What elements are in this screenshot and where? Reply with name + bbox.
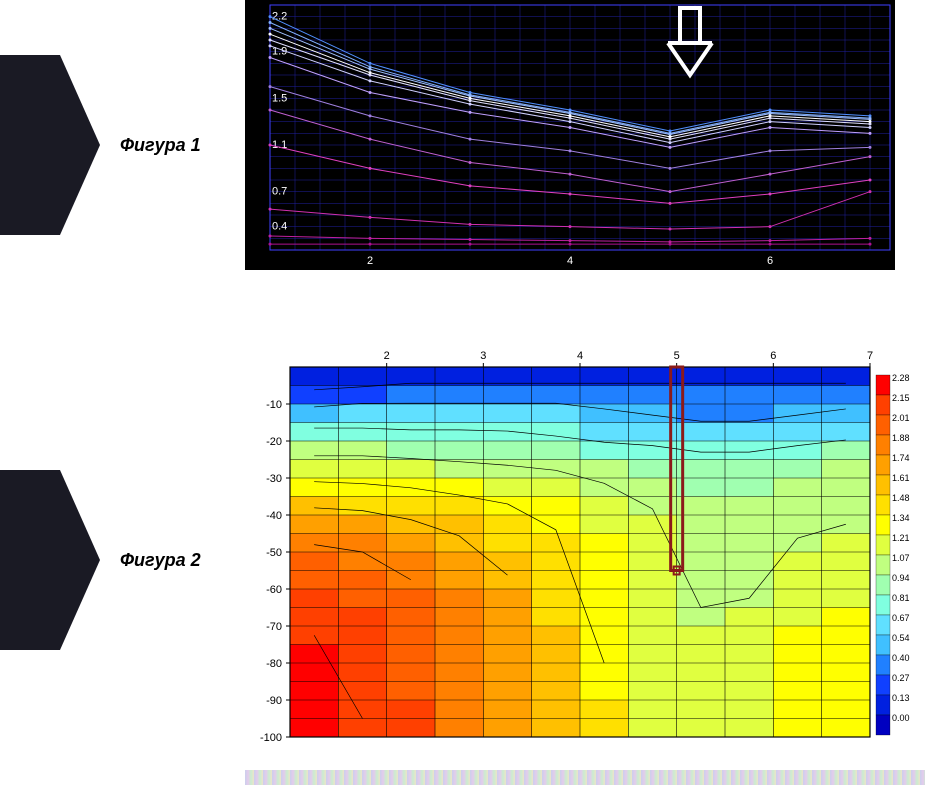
figure1-caption: Фигура 1 xyxy=(120,135,201,156)
svg-text:-90: -90 xyxy=(266,695,282,707)
svg-text:1.07: 1.07 xyxy=(892,553,910,563)
svg-text:1.88: 1.88 xyxy=(892,433,910,443)
svg-text:-30: -30 xyxy=(266,473,282,485)
svg-text:-50: -50 xyxy=(266,547,282,559)
svg-text:2: 2 xyxy=(384,350,390,362)
figure1-chart: 2.21.91.51.10.70.4246 xyxy=(245,0,895,270)
chevron-shape xyxy=(0,470,100,650)
svg-text:0.00: 0.00 xyxy=(892,713,910,723)
svg-text:0.40: 0.40 xyxy=(892,653,910,663)
svg-text:-70: -70 xyxy=(266,621,282,633)
svg-text:7: 7 xyxy=(867,350,873,362)
svg-text:0.4: 0.4 xyxy=(272,221,287,233)
svg-text:1.48: 1.48 xyxy=(892,493,910,503)
svg-text:-100: -100 xyxy=(260,732,282,744)
svg-text:1.5: 1.5 xyxy=(272,92,287,104)
svg-text:5: 5 xyxy=(674,350,680,362)
svg-text:6: 6 xyxy=(770,350,776,362)
svg-text:3: 3 xyxy=(480,350,486,362)
svg-text:1.74: 1.74 xyxy=(892,453,910,463)
svg-text:-80: -80 xyxy=(266,658,282,670)
svg-text:4: 4 xyxy=(567,255,573,267)
figure2-chart: 2 3 4 5 6 7 -10 -20 -30 -40 -50 -60 -70 -80 -90 -100 2.2… xyxy=(245,345,925,745)
chevron-shape xyxy=(0,55,100,235)
figure2-label-block: Фигура 2 xyxy=(0,470,201,650)
svg-text:6: 6 xyxy=(767,255,773,267)
svg-text:0.7: 0.7 xyxy=(272,186,287,198)
figure1-label-block: Фигура 1 xyxy=(0,55,201,235)
decorative-strip xyxy=(245,770,925,785)
svg-text:2: 2 xyxy=(367,255,373,267)
svg-text:0.13: 0.13 xyxy=(892,693,910,703)
svg-text:-60: -60 xyxy=(266,584,282,596)
svg-text:0.94: 0.94 xyxy=(892,573,910,583)
svg-text:2.01: 2.01 xyxy=(892,413,910,423)
svg-text:0.27: 0.27 xyxy=(892,673,910,683)
svg-text:2.28: 2.28 xyxy=(892,373,910,383)
figure2-svg: 2 3 4 5 6 7 -10 -20 -30 -40 -50 -60 -70 -80 -90 -100 2.2… xyxy=(245,345,925,745)
svg-text:1.34: 1.34 xyxy=(892,513,910,523)
svg-text:1.1: 1.1 xyxy=(272,139,287,151)
figure1-svg: 2.21.91.51.10.70.4246 xyxy=(245,0,895,270)
svg-text:-10: -10 xyxy=(266,399,282,411)
svg-text:0.67: 0.67 xyxy=(892,613,910,623)
svg-text:-20: -20 xyxy=(266,436,282,448)
svg-text:0.54: 0.54 xyxy=(892,633,910,643)
svg-text:-40: -40 xyxy=(266,510,282,522)
svg-text:1.21: 1.21 xyxy=(892,533,910,543)
svg-text:4: 4 xyxy=(577,350,583,362)
svg-text:2.15: 2.15 xyxy=(892,393,910,403)
svg-text:1.61: 1.61 xyxy=(892,473,910,483)
svg-text:0.81: 0.81 xyxy=(892,593,910,603)
figure2-caption: Фигура 2 xyxy=(120,550,201,571)
